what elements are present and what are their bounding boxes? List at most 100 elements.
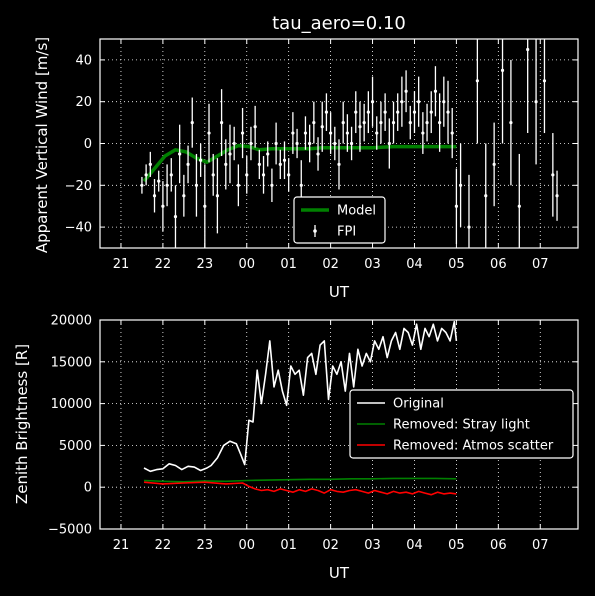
data-point [337,162,341,166]
data-point [383,110,387,114]
y-axis-label: Zenith Brightness [R] [13,344,31,504]
data-point [282,158,287,162]
legend-label: Removed: Stray light [393,418,530,433]
data-point [186,162,190,166]
data-point [295,141,299,146]
data-point [236,183,240,187]
data-point [232,141,236,146]
data-point [261,173,266,177]
y-axis-label: Apparent Vertical Wind [m/s] [33,37,51,253]
legend-label: Model [337,204,376,219]
data-point [362,121,366,125]
x-tick-label: 01 [280,538,297,553]
data-point [219,121,224,125]
x-tick-label: 05 [448,538,465,553]
y-tick-label: 5000 [59,439,92,454]
x-tick-label: 00 [238,538,255,553]
data-point [517,204,521,208]
data-point [140,183,144,187]
data-point [555,194,559,198]
data-point [270,183,274,187]
legend: Model FPI [293,196,386,244]
y-tick-label: −20 [65,179,92,194]
x-tick-label: 00 [238,257,255,272]
legend-label: FPI [337,225,356,240]
data-point [429,110,433,114]
legend-label: Removed: Atmos scatter [393,439,554,454]
data-point [320,125,324,129]
data-point [370,100,375,104]
x-axis-label: UT [329,564,350,582]
legend-box [349,389,574,459]
data-point [182,194,186,198]
x-tick-label: 23 [197,257,214,272]
data-point [438,121,442,125]
data-point [178,152,182,156]
data-point [329,131,333,135]
data-point [333,141,337,146]
chart-bottom: Zenith Brightness [R] UT 21 22 23 00 01 02 03 0… [13,314,579,582]
x-tick-label: 21 [113,257,130,272]
data-point [308,141,312,146]
data-point [375,131,379,135]
series-group [143,320,458,496]
data-point [278,162,282,166]
data-point [349,141,354,146]
data-point [534,100,538,104]
data-point [316,152,320,156]
chart-title: tau_aero=0.10 [272,13,406,34]
data-point [299,183,303,187]
data-point [446,110,450,114]
data-point [404,89,408,93]
x-tick-label: 07 [532,257,549,272]
data-point [408,121,412,125]
x-axis-label: UT [329,283,350,301]
data-point [450,131,454,135]
series-line-removed-atmos-scatter [143,481,457,496]
data-point [152,194,157,198]
data-point [400,100,404,104]
x-tick-label: 06 [490,257,507,272]
y-tick-label: −40 [65,221,92,236]
data-point [387,141,391,146]
data-point [211,173,215,177]
data-point [215,194,220,198]
plot-frame [99,319,579,530]
data-point [194,183,199,187]
data-point [396,110,400,114]
data-point [266,152,270,156]
data-point [324,110,329,114]
y-tick-label: 15000 [51,355,92,370]
data-point [542,79,547,83]
data-point [526,47,530,52]
data-point [274,141,278,146]
data-point [257,162,261,166]
data-point [157,179,161,183]
data-point [366,110,370,114]
series-line-removed-stray-light [143,477,457,483]
series-line-model [142,143,457,183]
x-tick-label: 06 [490,538,507,553]
data-point [467,225,471,229]
data-point [358,125,362,129]
series-line-original [143,320,458,473]
data-point [161,204,165,208]
x-tick-label: 04 [406,257,423,272]
x-tick-label: 01 [280,257,297,272]
data-point [253,125,257,129]
data-point [224,162,228,166]
x-tick-label: 07 [532,538,549,553]
legend-label: Original [393,397,444,412]
legend-swatch [313,229,317,233]
data-point [421,131,425,135]
data-point [484,194,488,198]
x-tick-label: 02 [322,257,339,272]
data-point [454,204,459,208]
x-tick-label: 02 [322,538,339,553]
ticks: 21 22 23 00 01 02 03 04 05 06 07 −40 −20 0 20 40 [65,39,578,272]
data-point [442,100,446,104]
x-tick-label: 05 [448,257,465,272]
data-point [249,141,253,146]
y-tick-label: 20 [75,95,92,110]
